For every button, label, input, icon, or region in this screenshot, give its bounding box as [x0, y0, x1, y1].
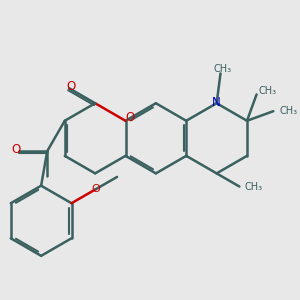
Text: CH₃: CH₃: [213, 64, 232, 74]
Text: O: O: [11, 143, 21, 156]
Text: CH₃: CH₃: [244, 182, 262, 191]
Text: CH₃: CH₃: [259, 85, 277, 95]
Text: CH₃: CH₃: [279, 106, 297, 116]
Text: O: O: [67, 80, 76, 93]
Text: N: N: [212, 96, 221, 109]
Text: O: O: [126, 111, 135, 124]
Text: O: O: [92, 184, 100, 194]
